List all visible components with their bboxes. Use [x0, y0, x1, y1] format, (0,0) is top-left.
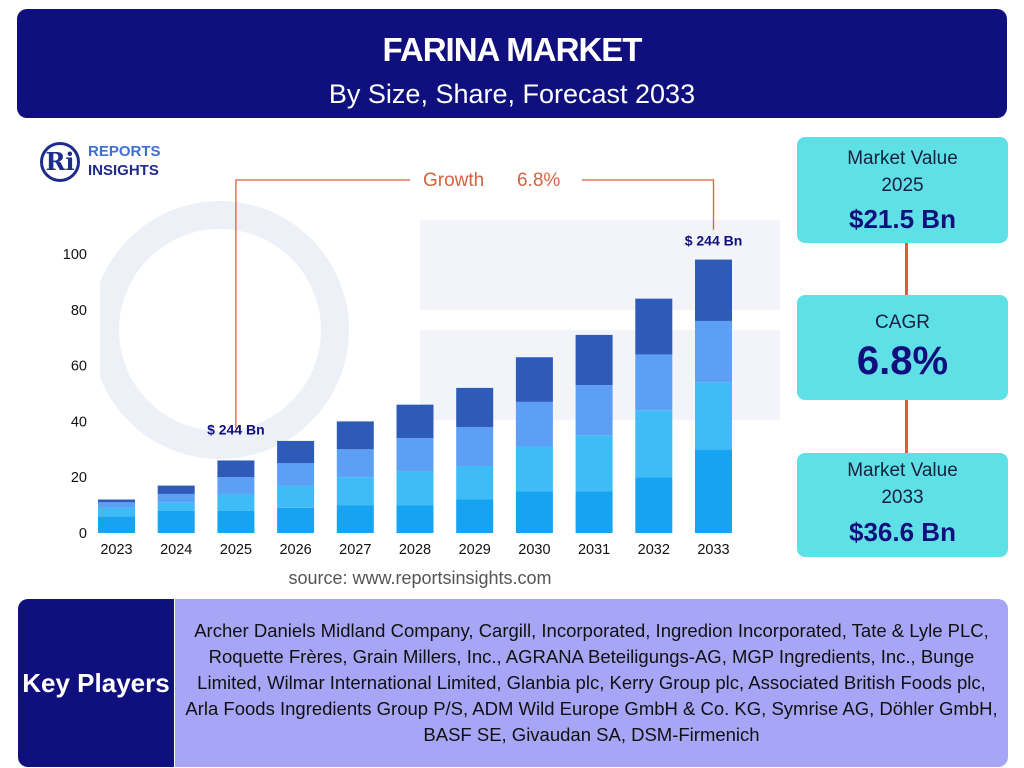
bar-segment: [575, 491, 613, 533]
page-subtitle: By Size, Share, Forecast 2033: [328, 79, 696, 109]
bar-segment: [98, 499, 135, 503]
bar-segment: [695, 449, 732, 533]
bar-segment: [336, 477, 374, 506]
x-tick-label: 2024: [160, 542, 192, 558]
card-value: 6.8%: [856, 339, 949, 383]
bar-segment: [575, 334, 613, 386]
bar-segment: [98, 516, 135, 533]
y-tick-label: 40: [71, 414, 87, 430]
key-players-list: Archer Daniels Midland Company, Cargill,…: [185, 620, 998, 745]
bar-segment: [217, 510, 255, 533]
bar-segment: [695, 259, 732, 321]
key-players-panel: Archer Daniels Midland Company, Cargill,…: [175, 599, 1008, 767]
bar-segment: [217, 477, 255, 494]
bar-segment: [456, 387, 494, 427]
bar-segment: [695, 320, 732, 383]
card-label: Market Value 2025: [847, 148, 958, 196]
x-tick-label: 2033: [697, 542, 729, 558]
logo-text: REPORTS INSIGHTS: [88, 142, 198, 180]
growth-value: 6.8%: [517, 170, 560, 191]
bar-segment: [157, 485, 195, 494]
market-value-2025-card: Market Value 2025 $21.5 Bn: [797, 137, 1008, 243]
bar-segment: [515, 446, 553, 492]
connector-line: [905, 243, 908, 295]
bar-value-label: $ 244 Bn: [207, 421, 265, 437]
cagr-card: CAGR 6.8%: [797, 295, 1008, 400]
x-tick-label: 2023: [100, 542, 132, 558]
header-banner: FARINA MARKET By Size, Share, Forecast 2…: [17, 9, 1007, 118]
x-tick-label: 2029: [459, 542, 491, 558]
x-tick-label: 2027: [339, 542, 371, 558]
bar-segment: [336, 421, 374, 450]
y-tick-label: 60: [71, 359, 87, 375]
x-tick-label: 2032: [638, 542, 670, 558]
bar-segment: [575, 435, 613, 492]
bar-segment: [635, 354, 673, 411]
chart-source: source: www.reportsinsights.com: [288, 568, 552, 588]
bar-segment: [157, 510, 195, 533]
bar-segment: [456, 499, 494, 533]
bar-segment: [277, 440, 315, 464]
growth-bracket-right: [582, 179, 715, 230]
x-tick-label: 2030: [518, 542, 550, 558]
chart-bars: [98, 259, 732, 533]
y-axis-ticks: 0 20 40 60 80 100: [63, 247, 87, 542]
bar-segment: [635, 298, 673, 355]
logo-mark: Ri: [40, 142, 80, 182]
connector-line: [905, 400, 908, 453]
bar-segment: [277, 463, 315, 486]
bar-segment: [575, 385, 613, 436]
bar-segment: [157, 502, 195, 511]
y-tick-label: 100: [63, 247, 87, 263]
growth-annotation: Growth 6.8% $ 244 Bn $ 244 Bn: [207, 170, 742, 437]
card-value: $36.6 Bn: [849, 517, 956, 547]
card-label: Market Value 2033: [847, 460, 958, 508]
bar-segment: [456, 426, 494, 467]
bar-segment: [515, 357, 553, 402]
bar-segment: [336, 505, 374, 533]
bar-segment: [456, 466, 494, 500]
bar-segment: [277, 485, 315, 508]
logo-line-1: REPORTS: [88, 143, 161, 160]
brand-logo: Ri REPORTS INSIGHTS: [40, 140, 190, 184]
bar-segment: [98, 502, 135, 508]
bar-segment: [635, 477, 673, 533]
x-tick-label: 2025: [220, 542, 252, 558]
y-tick-label: 0: [79, 526, 87, 542]
bar-segment: [157, 493, 195, 503]
bar-segment: [217, 460, 255, 478]
bar-segment: [98, 507, 135, 517]
bar-segment: [396, 404, 434, 439]
bar-segment: [515, 401, 553, 447]
page-title: FARINA MARKET: [382, 31, 643, 68]
growth-label: Growth: [423, 170, 484, 191]
bar-segment: [515, 491, 553, 533]
x-axis-ticks: 2023 2024 2025 2026 2027 2028 2029 2030 2031 2032…: [100, 542, 729, 558]
bar-segment: [277, 507, 315, 533]
market-value-2033-card: Market Value 2033 $36.6 Bn: [797, 453, 1008, 557]
x-tick-label: 2028: [399, 542, 431, 558]
bar-segment: [635, 410, 673, 478]
x-tick-label: 2031: [578, 542, 610, 558]
bar-segment: [217, 493, 255, 511]
card-value: $21.5 Bn: [849, 204, 956, 234]
bar-segment: [396, 438, 434, 472]
logo-line-2: INSIGHTS: [88, 162, 159, 179]
bar-segment: [396, 505, 434, 533]
y-tick-label: 80: [71, 303, 87, 319]
key-players-title: Key Players: [18, 599, 174, 767]
bar-segment: [396, 471, 434, 506]
bar-segment: [336, 449, 374, 478]
bar-segment: [695, 382, 732, 450]
bar-value-label: $ 244 Bn: [685, 233, 743, 249]
growth-bracket-left: [235, 179, 410, 429]
y-tick-label: 20: [71, 470, 87, 486]
x-tick-label: 2026: [279, 542, 311, 558]
card-label: CAGR: [875, 312, 930, 333]
